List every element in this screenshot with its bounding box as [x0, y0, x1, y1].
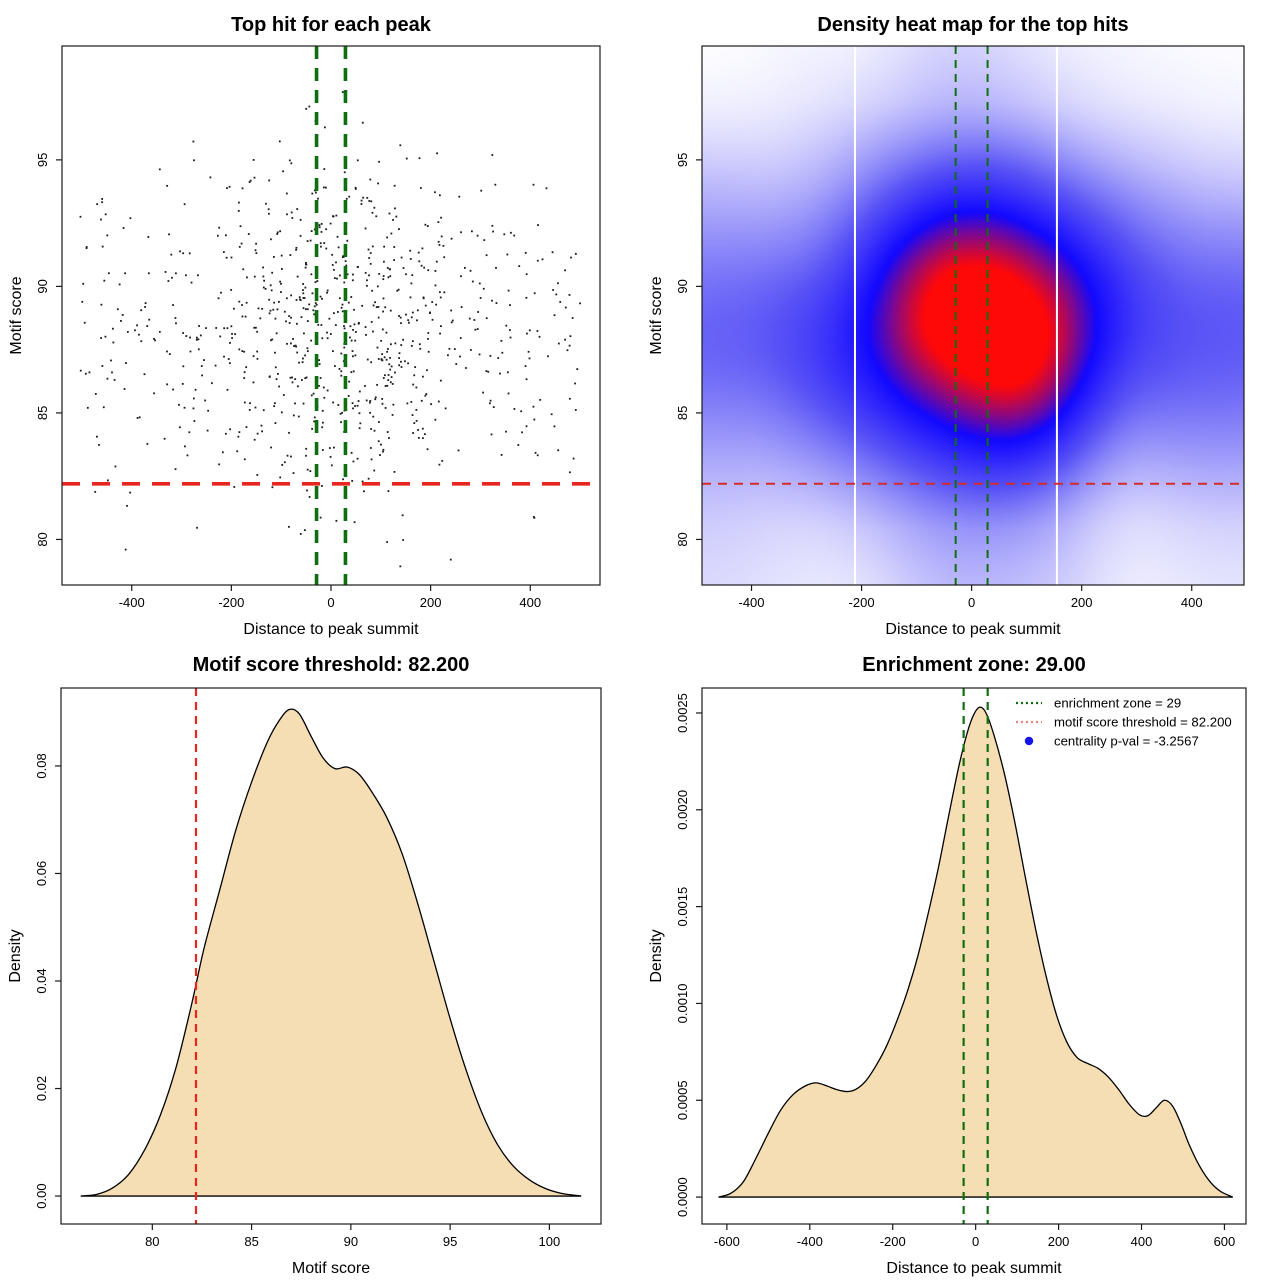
- x-tick-label: 400: [1131, 1234, 1153, 1249]
- x-axis-label: Motif score: [292, 1260, 370, 1277]
- x-tick-label: -200: [849, 595, 875, 610]
- y-tick-label: 0.0000: [675, 1177, 690, 1217]
- y-tick-label: 95: [35, 153, 50, 167]
- y-tick-label: 90: [35, 279, 50, 293]
- plot-bottom-left: Motif score threshold: 82.200 80 85 90 95 100…: [7, 654, 602, 1277]
- y-tick-label: 0.04: [34, 968, 49, 993]
- legend-label: motif score threshold = 82.200: [1054, 715, 1232, 730]
- x-tick-label: -400: [739, 595, 765, 610]
- legend-label: enrichment zone = 29: [1054, 696, 1181, 711]
- x-tick-label: 0: [968, 595, 975, 610]
- x-axis-label: Distance to peak summit: [885, 621, 1061, 638]
- x-tick-label: 400: [519, 595, 541, 610]
- plot-frame: [701, 45, 1245, 586]
- y-tick-label: 80: [35, 532, 50, 546]
- x-axis-label: Distance to peak summit: [886, 1260, 1062, 1277]
- x-tick-label: 80: [145, 1234, 159, 1249]
- y-tick-label: 0.0015: [675, 887, 690, 927]
- plot-frame: [60, 687, 602, 1225]
- y-tick-label: 90: [675, 279, 690, 293]
- density-curve: [718, 706, 1234, 1198]
- y-tick-label: 0.08: [34, 753, 49, 778]
- plot-frame: [61, 45, 601, 586]
- x-tick-label: 400: [1181, 595, 1203, 610]
- y-tick-label: 95: [675, 153, 690, 167]
- x-tick-label: 0: [972, 1234, 979, 1249]
- x-tick-label: 200: [1071, 595, 1093, 610]
- heatmap-canvas: [702, 46, 1244, 585]
- y-tick-label: 0.06: [34, 861, 49, 886]
- panel-motif-score-density: Motif score threshold: 82.200 80 85 90 95 100…: [0, 640, 640, 1280]
- y-tick-label: 85: [675, 406, 690, 420]
- x-tick-label: -200: [880, 1234, 906, 1249]
- x-tick-label: -200: [218, 595, 244, 610]
- y-axis-label: Motif score: [648, 276, 665, 354]
- y-tick-label: 0.02: [34, 1076, 49, 1101]
- x-tick-label: 200: [1048, 1234, 1070, 1249]
- panel-distance-density: Enrichment zone: 29.00 -600 -400 -200 0 200 40…: [640, 640, 1280, 1280]
- panel-title: Motif score threshold: 82.200: [193, 654, 470, 676]
- legend: enrichment zone = 29 motif score threshol…: [1016, 696, 1232, 749]
- plot-bottom-right: Enrichment zone: 29.00 -600 -400 -200 0 200 40…: [648, 654, 1247, 1277]
- x-tick-label: 95: [443, 1234, 457, 1249]
- x-tick-label: -400: [797, 1234, 823, 1249]
- y-axis-label: Density: [7, 929, 24, 982]
- x-tick-label: 90: [344, 1234, 358, 1249]
- x-tick-label: 200: [420, 595, 442, 610]
- legend-point-swatch: [1024, 736, 1034, 746]
- x-tick-label: 0: [327, 595, 334, 610]
- scatter-points: [79, 91, 581, 568]
- x-tick-label: 100: [539, 1234, 561, 1249]
- y-axis-label: Density: [648, 929, 665, 982]
- y-tick-label: 0.0005: [675, 1080, 690, 1120]
- density-area: [718, 707, 1233, 1198]
- plot-top-left: Top hit for each peak -400 -200 0 200 400 80 85…: [8, 14, 601, 638]
- panel-scatter-top-hits: Top hit for each peak -400 -200 0 200 400 80 85…: [0, 0, 640, 640]
- y-tick-label: 80: [675, 532, 690, 546]
- x-tick-label: -600: [714, 1234, 740, 1249]
- plot-top-right: Density heat map for the top hits -400 -20…: [648, 14, 1245, 638]
- y-tick-label: 0.00: [34, 1183, 49, 1208]
- y-tick-label: 0.0020: [675, 790, 690, 830]
- legend-label: centrality p-val = -3.2567: [1054, 734, 1199, 749]
- y-axis-label: Motif score: [8, 276, 25, 354]
- panel-title: Enrichment zone: 29.00: [862, 654, 1085, 676]
- y-tick-label: 0.0025: [675, 693, 690, 733]
- x-tick-label: 600: [1214, 1234, 1236, 1249]
- plot-frame: [701, 687, 1247, 1225]
- y-tick-label: 0.0010: [675, 984, 690, 1024]
- panel-title: Top hit for each peak: [231, 14, 432, 36]
- y-tick-label: 85: [35, 406, 50, 420]
- panel-title: Density heat map for the top hits: [817, 14, 1128, 36]
- density-curve: [80, 708, 582, 1197]
- x-axis-label: Distance to peak summit: [243, 621, 419, 638]
- density-area: [80, 709, 582, 1197]
- x-tick-label: 85: [244, 1234, 258, 1249]
- x-tick-label: -400: [119, 595, 145, 610]
- panel-density-heatmap: Density heat map for the top hits -400 -20…: [640, 0, 1280, 640]
